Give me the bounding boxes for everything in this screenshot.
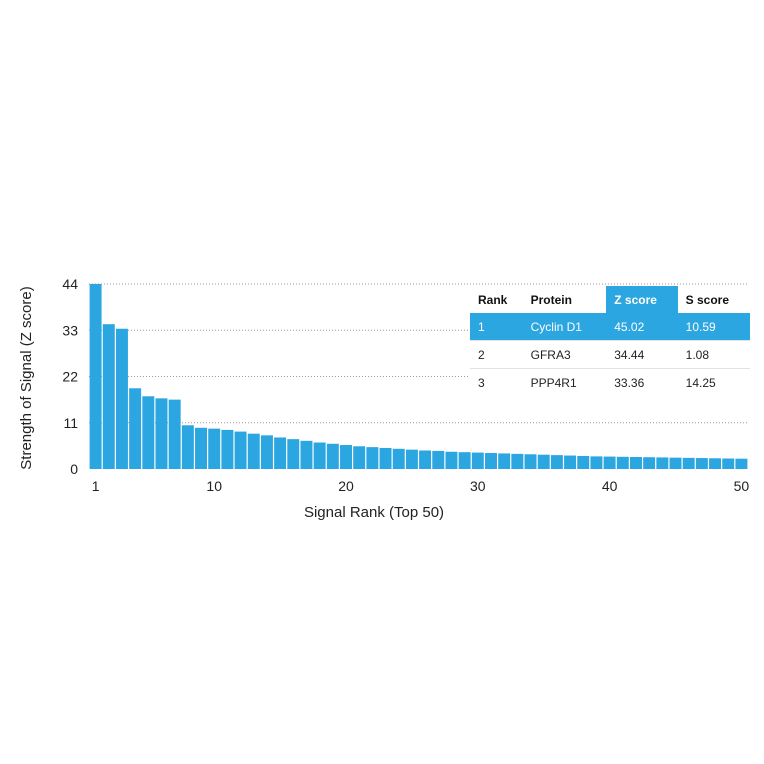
bar-rank-12 [234, 431, 247, 469]
header-rank: Rank [478, 292, 508, 307]
bar-rank-50 [735, 458, 748, 469]
y-tick-label: 11 [63, 415, 78, 431]
cell-protein: PPP4R1 [530, 375, 577, 390]
header-s-score: S score [685, 292, 729, 307]
bar-rank-24 [392, 448, 405, 469]
y-tick-labels: 0 11 22 33 44 [62, 276, 78, 477]
bar-rank-3 [115, 328, 128, 469]
header-protein: Protein [530, 292, 572, 307]
bar-rank-7 [168, 399, 181, 469]
bars [89, 284, 748, 469]
cell-rank: 3 [478, 375, 485, 390]
bar-rank-29 [458, 452, 471, 469]
bar-rank-33 [511, 453, 524, 469]
bar-rank-16 [287, 439, 300, 469]
cell-z-score: 45.02 [606, 313, 678, 341]
x-tick-label: 10 [206, 478, 222, 494]
bar-rank-32 [498, 453, 511, 469]
bar-rank-31 [485, 453, 497, 469]
bar-rank-14 [260, 435, 273, 469]
cell-s-score: 10.59 [677, 313, 750, 341]
bar-rank-27 [432, 450, 445, 469]
cell-s-score: 14.25 [685, 375, 716, 390]
x-tick-label: 20 [338, 478, 354, 494]
bar-rank-34 [524, 454, 537, 469]
table-row: 2 GFRA3 34.44 1.08 [470, 340, 750, 369]
bar-rank-26 [419, 450, 432, 469]
bar-rank-47 [695, 458, 708, 469]
x-tick-label: 1 [92, 478, 100, 494]
cell-protein: Cyclin D1 [522, 313, 607, 341]
bar-rank-6 [155, 398, 168, 469]
bar-rank-21 [353, 446, 366, 469]
bar-rank-28 [445, 451, 458, 469]
bar-rank-43 [643, 457, 656, 469]
bar-rank-35 [537, 454, 550, 469]
table-row: 1 Cyclin D1 45.02 10.59 [470, 313, 750, 341]
x-tick-label: 30 [470, 478, 486, 494]
cell-z-score: 34.44 [606, 340, 678, 369]
bar-rank-44 [656, 457, 669, 469]
y-tick-label: 33 [62, 322, 78, 338]
bar-rank-30 [471, 452, 484, 469]
bar-rank-1 [89, 284, 102, 469]
x-tick-labels: 1 10 20 30 40 50 [92, 478, 750, 494]
bar-rank-23 [379, 447, 392, 469]
bar-rank-2 [102, 324, 115, 469]
bar-rank-11 [221, 429, 234, 469]
bar-rank-10 [208, 428, 221, 469]
bar-rank-5 [142, 396, 155, 469]
bar-rank-19 [326, 443, 339, 469]
y-axis-title: Strength of Signal (Z score) [18, 286, 35, 469]
bar-rank-37 [564, 455, 577, 469]
x-axis-title: Signal Rank (Top 50) [304, 504, 444, 521]
x-tick-label: 50 [734, 478, 750, 494]
bar-rank-22 [366, 447, 379, 469]
table-header-row: Rank Protein Z score S score [470, 286, 750, 313]
bar-rank-15 [274, 437, 287, 469]
bar-rank-41 [616, 456, 629, 469]
bar-rank-42 [629, 457, 642, 469]
cell-z-score: 33.36 [614, 375, 645, 390]
cell-rank: 1 [470, 313, 523, 341]
bar-rank-46 [682, 457, 695, 469]
x-tick-label: 40 [602, 478, 618, 494]
bar-rank-18 [313, 442, 326, 469]
y-tick-label: 0 [70, 461, 78, 477]
bar-rank-39 [590, 456, 603, 469]
bar-rank-36 [550, 455, 563, 469]
bar-rank-49 [722, 458, 735, 469]
bar-rank-20 [340, 445, 352, 469]
bar-rank-25 [405, 449, 418, 469]
bar-rank-13 [247, 433, 260, 469]
cell-rank: 2 [470, 340, 523, 369]
bar-rank-17 [300, 440, 313, 469]
y-tick-label: 44 [62, 276, 78, 292]
bar-rank-9 [195, 427, 208, 469]
bar-rank-38 [577, 455, 590, 469]
table-row: 3 PPP4R1 33.36 14.25 [470, 369, 750, 397]
cell-protein: GFRA3 [522, 340, 607, 369]
y-tick-label: 22 [62, 369, 78, 385]
bar-rank-45 [669, 457, 682, 469]
bar-rank-4 [129, 388, 142, 469]
cell-s-score: 1.08 [677, 340, 750, 369]
bar-rank-48 [709, 458, 722, 469]
header-z-score: Z score [606, 286, 678, 313]
score-table: Rank Protein Z score S score 1 Cyclin D1… [470, 286, 750, 396]
bar-rank-40 [603, 456, 616, 469]
bar-rank-8 [181, 425, 194, 469]
